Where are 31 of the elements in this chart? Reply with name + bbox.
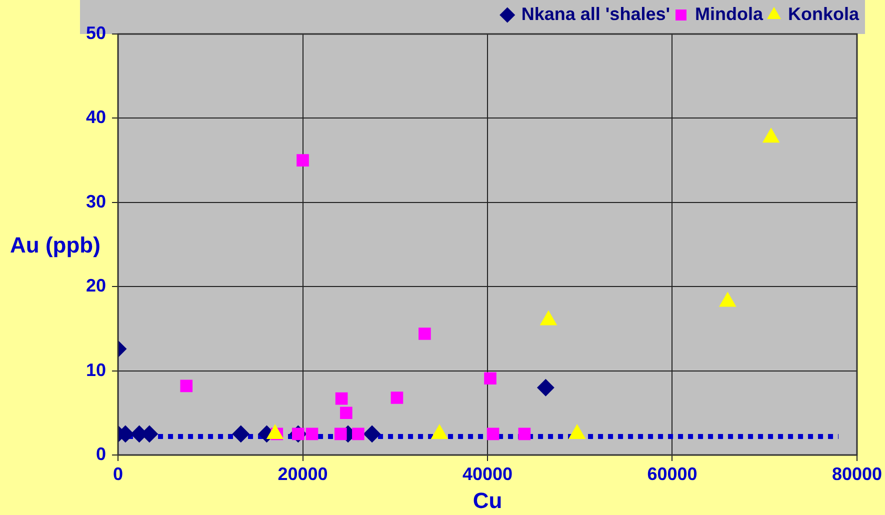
y-tick-label: 0	[96, 444, 106, 464]
point	[418, 328, 431, 340]
point	[537, 379, 554, 396]
point	[306, 428, 318, 440]
x-tick-label: 20000	[278, 464, 328, 484]
y-tick-label: 40	[86, 107, 106, 128]
point	[334, 428, 347, 440]
x-tick-label: 60000	[647, 464, 698, 484]
point	[180, 380, 193, 392]
x-tick-label: 40000	[462, 464, 513, 484]
point	[335, 392, 348, 405]
point	[340, 406, 352, 420]
point	[484, 372, 496, 385]
x-tick-label: 80000	[832, 464, 882, 484]
point	[390, 392, 404, 404]
point	[352, 428, 364, 440]
x-axis-title: Cu	[472, 488, 502, 513]
y-axis-title: Au (ppb)	[10, 232, 100, 258]
point	[364, 425, 381, 442]
y-tick-label: 30	[86, 191, 106, 212]
y-tick-label: 20	[86, 276, 106, 296]
legend-label: Nkana all 'shales'	[521, 4, 670, 24]
point	[296, 154, 309, 166]
point	[486, 428, 500, 440]
x-tick-label: 0	[113, 464, 124, 484]
y-tick-label: 10	[86, 360, 106, 380]
legend-label: Konkola	[788, 4, 860, 24]
legend-label: Mindola	[695, 4, 764, 24]
y-tick-label: 50	[86, 22, 106, 43]
point	[518, 428, 531, 440]
point	[232, 425, 250, 442]
